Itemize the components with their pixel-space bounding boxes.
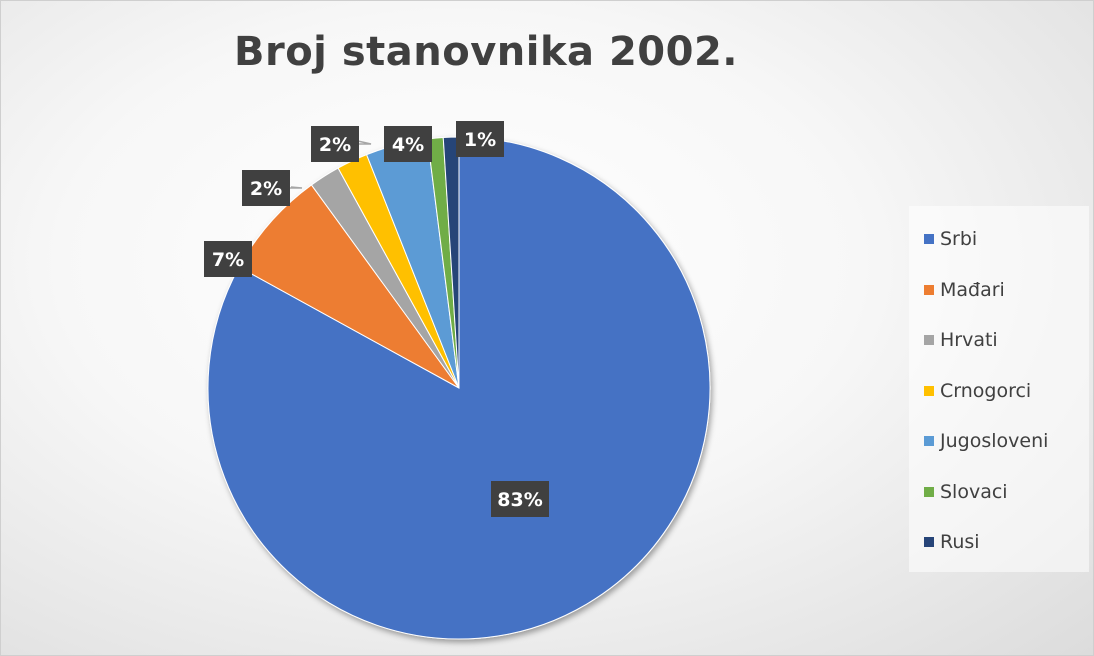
legend-label: Srbi <box>940 228 978 251</box>
chart-legend: Srbi Mađari Hrvati Crnogorci Jugosloveni Slov… <box>909 206 1089 572</box>
legend-item-jugosloveni: Jugosloveni <box>909 416 1089 467</box>
data-label-mađari: 7% <box>212 249 244 271</box>
legend-item-crnogorci: Crnogorci <box>909 366 1089 417</box>
legend-item-hrvati: Hrvati <box>909 315 1089 366</box>
legend-item-srbi: Srbi <box>909 214 1089 265</box>
legend-label: Crnogorci <box>940 379 1032 402</box>
data-label-slovaci: 1% <box>464 129 496 151</box>
legend-item-slovaci: Slovaci <box>909 467 1089 518</box>
data-label-jugosloveni: 4% <box>392 134 424 156</box>
legend-label: Mađari <box>940 278 1005 301</box>
data-label-box <box>311 126 359 162</box>
data-label-srbi: 83% <box>497 489 542 511</box>
data-label-crnogorci: 2% <box>319 134 351 156</box>
legend-swatch <box>924 234 934 245</box>
leader-line <box>290 186 303 189</box>
legend-label: Hrvati <box>940 329 998 352</box>
data-label-hrvati: 2% <box>250 178 282 200</box>
legend-swatch <box>924 537 934 548</box>
data-label-box <box>456 121 504 157</box>
legend-swatch <box>924 335 934 346</box>
legend-swatch <box>924 436 934 447</box>
data-label-box <box>242 170 290 206</box>
legend-swatch <box>924 385 934 396</box>
data-label-box <box>384 126 432 162</box>
legend-label: Jugosloveni <box>940 430 1049 453</box>
legend-swatch <box>924 284 934 295</box>
data-label-box <box>204 241 252 277</box>
legend-swatch <box>924 486 934 497</box>
legend-item-mađari: Mađari <box>909 265 1089 316</box>
legend-item-rusi: Rusi <box>909 517 1089 568</box>
data-label-box <box>491 481 549 517</box>
legend-label: Slovaci <box>940 480 1008 503</box>
chart-title: Broj stanovnika 2002. <box>233 29 738 75</box>
legend-label: Rusi <box>940 531 980 554</box>
